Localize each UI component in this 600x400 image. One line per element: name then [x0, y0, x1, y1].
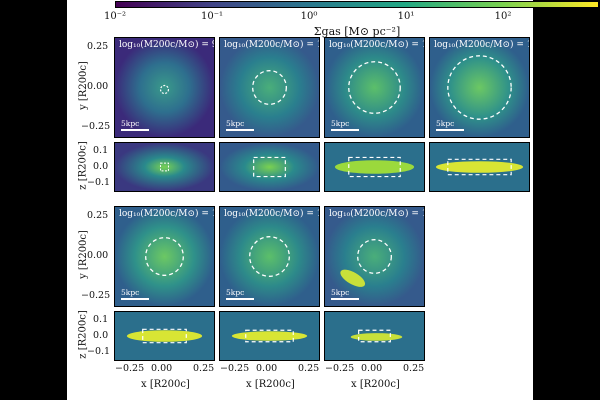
scale-bar-label: 5kpc [331, 119, 350, 128]
figure-canvas: 10⁻² 10⁻¹ 10⁰ 10¹ 10² Σgas [M⊙ pc⁻²] log… [67, 0, 599, 400]
face-on-panel-5: log₁₀(M200c/M⊙) = 12.0 5kpc [114, 206, 215, 307]
face-on-panel-6: log₁₀(M200c/M⊙) = 12.5 5kpc [219, 206, 320, 307]
face-on-panel-7: log₁₀(M200c/M⊙) = 13.0 5kpc [324, 206, 425, 307]
x-axis-label: x [R200c] [351, 379, 400, 390]
x-tick: 0.25 [193, 363, 215, 374]
scale-bar-label: 5kpc [121, 288, 140, 297]
gas-map [220, 207, 319, 306]
z-tick: 0.0 [93, 161, 109, 172]
mass-label: log₁₀(M200c/M⊙) = 10.4 [224, 40, 319, 50]
edge-on-panel-1 [114, 142, 215, 192]
edge-on-panel-3 [324, 142, 425, 192]
x-tick: 0.00 [151, 363, 173, 374]
gas-map [115, 207, 214, 306]
gas-map [220, 38, 319, 137]
gas-map [220, 143, 319, 191]
colorbar-tick: 10² [494, 11, 512, 22]
mass-label: log₁₀(M200c/M⊙) = 10.9 [329, 40, 424, 50]
mass-label: log₁₀(M200c/M⊙) = 12.5 [224, 209, 319, 219]
x-tick: 0.25 [298, 363, 320, 374]
scale-bar-label: 5kpc [331, 288, 350, 297]
gas-map [325, 207, 424, 306]
z-tick: 0.0 [93, 330, 109, 341]
gas-map [325, 312, 424, 360]
scale-bar-label: 5kpc [436, 119, 455, 128]
colorbar-label: Σgas [M⊙ pc⁻²] [313, 25, 401, 38]
colorbar-tick: 10¹ [397, 11, 415, 22]
x-tick: 0.00 [361, 363, 383, 374]
scale-bar: 5kpc [226, 119, 254, 131]
x-tick: −0.25 [325, 363, 355, 374]
gas-map [325, 143, 424, 191]
colorbar-tick: 10⁻² [103, 11, 127, 22]
scale-bar: 5kpc [121, 119, 149, 131]
y-tick: −0.25 [81, 121, 111, 132]
mass-label: log₁₀(M200c/M⊙) = 11.4 [434, 40, 529, 50]
y-tick: 0.00 [87, 250, 109, 261]
scale-bar-label: 5kpc [226, 288, 245, 297]
scale-bar-label: 5kpc [226, 119, 245, 128]
x-tick: 0.25 [403, 363, 425, 374]
colorbar-tick: 10⁰ [300, 11, 318, 22]
scale-bar-label: 5kpc [121, 119, 140, 128]
x-axis-label: x [R200c] [246, 379, 295, 390]
x-tick: −0.25 [220, 363, 250, 374]
edge-on-panel-5 [114, 311, 215, 361]
edge-on-panel-4 [429, 142, 530, 192]
z-tick: −0.1 [87, 177, 111, 188]
mass-label: log₁₀(M200c/M⊙) = 13.0 [329, 209, 424, 219]
scale-bar: 5kpc [331, 288, 359, 300]
edge-on-panel-2 [219, 142, 320, 192]
edge-on-panel-6 [219, 311, 320, 361]
scale-bar: 5kpc [331, 119, 359, 131]
gas-map [325, 38, 424, 137]
x-tick: 0.00 [256, 363, 278, 374]
z-tick: −0.1 [87, 346, 111, 357]
gas-map [115, 143, 214, 191]
gas-map [430, 143, 529, 191]
gas-map [430, 38, 529, 137]
face-on-panel-2: log₁₀(M200c/M⊙) = 10.4 5kpc [219, 37, 320, 138]
z-tick: 0.1 [93, 145, 109, 156]
x-tick: −0.25 [115, 363, 145, 374]
face-on-panel-1: log₁₀(M200c/M⊙) = 9.9 5kpc [114, 37, 215, 138]
mass-label: log₁₀(M200c/M⊙) = 12.0 [119, 209, 214, 219]
x-axis-label: x [R200c] [141, 379, 190, 390]
face-on-panel-3: log₁₀(M200c/M⊙) = 10.9 5kpc [324, 37, 425, 138]
y-tick: −0.25 [81, 290, 111, 301]
face-on-panel-4: log₁₀(M200c/M⊙) = 11.4 5kpc [429, 37, 530, 138]
colorbar-tick: 10⁻¹ [200, 11, 224, 22]
z-tick: 0.1 [93, 314, 109, 325]
gas-map [220, 312, 319, 360]
gas-map [115, 312, 214, 360]
edge-on-panel-7 [324, 311, 425, 361]
y-tick: 0.25 [87, 41, 109, 52]
gas-map [115, 38, 214, 137]
scale-bar: 5kpc [121, 288, 149, 300]
y-tick: 0.25 [87, 210, 109, 221]
scale-bar: 5kpc [436, 119, 464, 131]
scale-bar: 5kpc [226, 288, 254, 300]
y-tick: 0.00 [87, 81, 109, 92]
colorbar [115, 1, 599, 8]
mass-label: log₁₀(M200c/M⊙) = 9.9 [119, 40, 214, 50]
